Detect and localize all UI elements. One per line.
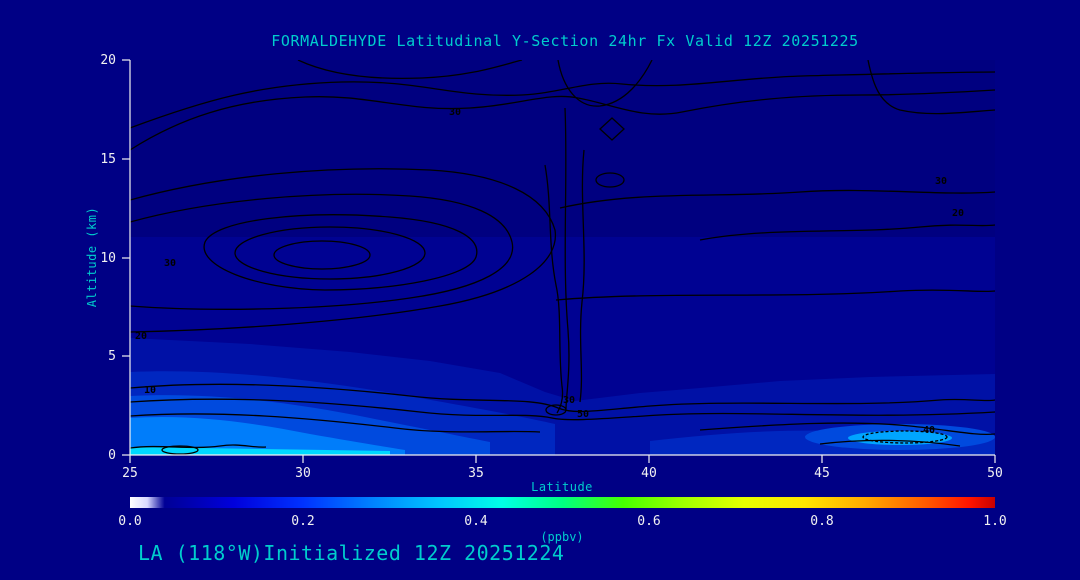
fill-upper-band bbox=[130, 60, 995, 237]
y-tick-label: 5 bbox=[108, 349, 116, 364]
x-tick-label: 30 bbox=[295, 466, 311, 481]
contour-line bbox=[559, 189, 995, 209]
contour-line bbox=[544, 164, 564, 414]
contour-line bbox=[161, 445, 199, 455]
contour-line bbox=[819, 439, 961, 447]
y-tick-label: 0 bbox=[108, 448, 116, 463]
contour-line bbox=[130, 89, 995, 151]
contour-line bbox=[130, 193, 514, 310]
x-tick-label: 40 bbox=[641, 466, 657, 481]
colorbar-tick-label: 0.2 bbox=[291, 514, 314, 529]
contour-label: 40 bbox=[923, 425, 935, 436]
y-tick-label: 10 bbox=[100, 251, 116, 266]
contour-line bbox=[203, 214, 478, 291]
contour-line bbox=[130, 398, 995, 421]
contour-label: 20 bbox=[135, 331, 147, 342]
colorbar-tick-label: 1.0 bbox=[983, 514, 1006, 529]
colorbar: 0.0 0.2 0.4 0.6 0.8 1.0 (ppbv) bbox=[118, 497, 1007, 544]
contour-label: 10 bbox=[144, 385, 156, 396]
fill-left-bright-3 bbox=[130, 416, 405, 455]
contour-line bbox=[130, 383, 995, 413]
contour-line bbox=[130, 413, 541, 433]
y-axis-title: Altitude (km) bbox=[85, 207, 99, 307]
contour-line bbox=[130, 168, 557, 333]
contour-line bbox=[599, 117, 625, 141]
contour-lines: 30 20 10 30 30 50 30 20 40 bbox=[130, 60, 995, 455]
contour-line bbox=[867, 60, 995, 115]
y-tick-label: 20 bbox=[100, 53, 116, 68]
fill-left-surface-strip bbox=[130, 447, 390, 455]
colorbar-tick-label: 0.6 bbox=[637, 514, 660, 529]
contour-fill-field bbox=[130, 60, 995, 455]
contour-line bbox=[699, 422, 995, 436]
axes: 25 30 35 40 45 50 0 5 10 15 20 Altitude … bbox=[85, 53, 1003, 494]
contour-line bbox=[564, 107, 570, 410]
x-tick-label: 35 bbox=[468, 466, 484, 481]
contour-line bbox=[862, 430, 948, 444]
colorbar-tick-label: 0.8 bbox=[810, 514, 833, 529]
contour-label: 30 bbox=[563, 395, 575, 406]
contour-line bbox=[579, 149, 585, 403]
x-tick-label: 45 bbox=[814, 466, 830, 481]
contour-line bbox=[545, 404, 567, 416]
contour-line bbox=[273, 240, 371, 270]
x-tick-label: 50 bbox=[987, 466, 1003, 481]
contour-label: 30 bbox=[449, 107, 461, 118]
colorbar-tick-label: 0.4 bbox=[464, 514, 488, 529]
x-axis-title: Latitude bbox=[531, 480, 593, 494]
contour-line bbox=[130, 71, 995, 129]
page-title: FORMALDEHYDE Latitudinal Y-Section 24hr … bbox=[271, 32, 858, 50]
contour-line bbox=[297, 60, 523, 80]
colorbar-gradient bbox=[130, 497, 995, 508]
init-caption: LA (118°W)Initialized 12Z 20251224 bbox=[138, 541, 564, 565]
x-tick-label: 25 bbox=[122, 466, 138, 481]
contour-line bbox=[130, 444, 267, 449]
colorbar-tick-label: 0.0 bbox=[118, 514, 141, 529]
contour-label: 30 bbox=[164, 258, 176, 269]
contour-label: 20 bbox=[952, 208, 964, 219]
contour-label: 50 bbox=[577, 409, 589, 420]
contour-line bbox=[555, 289, 995, 301]
contour-line bbox=[595, 172, 625, 188]
contour-line bbox=[557, 60, 653, 107]
colorbar-units-label: (ppbv) bbox=[540, 530, 583, 544]
y-tick-label: 15 bbox=[100, 152, 116, 167]
contour-line bbox=[699, 224, 995, 241]
contour-label: 30 bbox=[935, 176, 947, 187]
contour-line bbox=[234, 226, 426, 280]
